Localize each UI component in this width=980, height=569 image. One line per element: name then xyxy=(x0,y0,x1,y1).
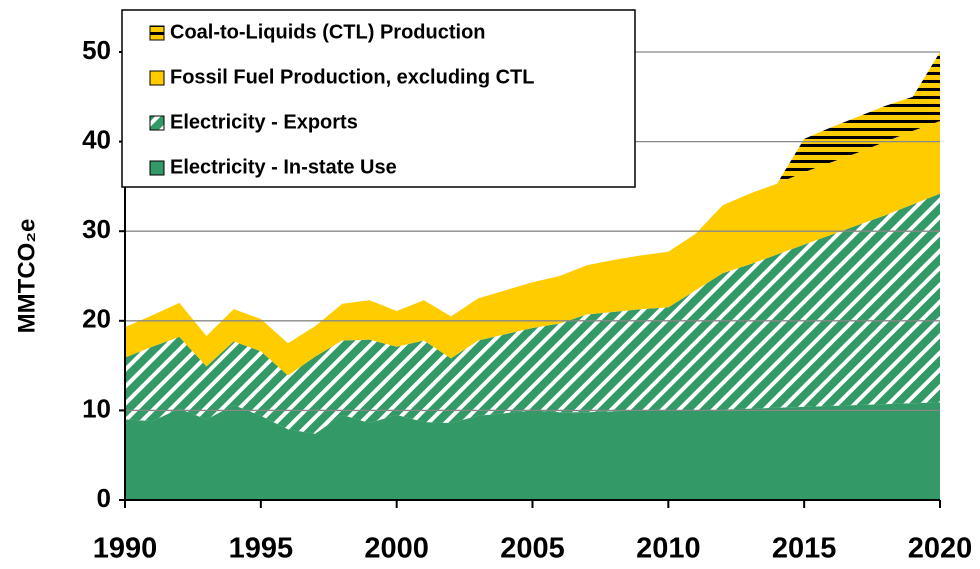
x-tick-label: 2015 xyxy=(772,533,837,565)
y-tick-label: 20 xyxy=(82,304,111,334)
area xyxy=(125,402,940,500)
y-tick-label: 40 xyxy=(82,124,111,154)
y-tick-label: 50 xyxy=(82,35,111,65)
legend-label: Electricity - In-state Use xyxy=(170,156,397,178)
legend-swatch xyxy=(149,25,165,41)
y-tick-label: 10 xyxy=(82,393,111,423)
legend-swatch xyxy=(149,70,165,86)
y-axis-label: MMTCO₂e xyxy=(13,219,40,334)
legend-label: Fossil Fuel Production, excluding CTL xyxy=(170,66,534,88)
legend-swatch xyxy=(149,160,165,176)
x-tick-label: 2010 xyxy=(636,533,701,565)
x-tick-label: 1990 xyxy=(93,533,158,565)
area xyxy=(125,120,940,376)
legend-label: Coal-to-Liquids (CTL) Production xyxy=(170,21,486,43)
x-tick-label: 2000 xyxy=(364,533,429,565)
legend-swatch xyxy=(149,115,165,131)
legend-box xyxy=(121,9,636,188)
y-tick-label: 0 xyxy=(97,483,111,513)
x-tick-label: 2005 xyxy=(500,533,565,565)
x-tick-label: 1995 xyxy=(229,533,294,565)
area xyxy=(125,193,940,434)
y-tick-label: 30 xyxy=(82,214,111,244)
x-tick-label: 2020 xyxy=(908,533,973,565)
legend-label: Electricity - Exports xyxy=(170,111,358,133)
